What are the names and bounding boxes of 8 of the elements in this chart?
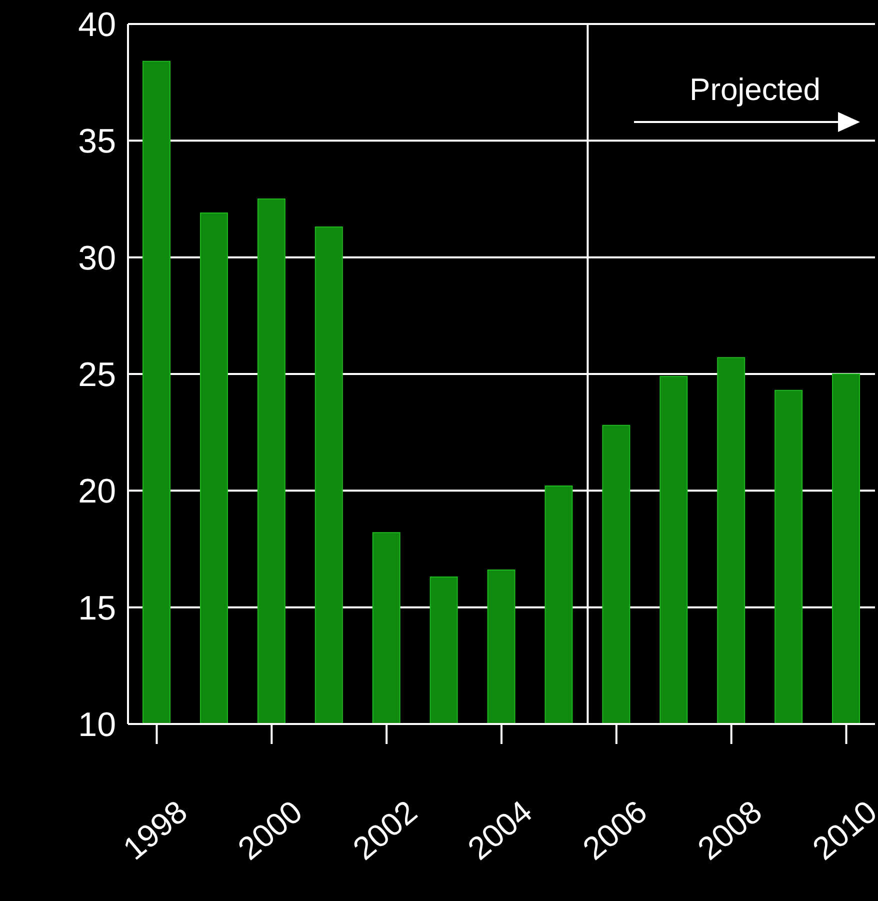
y-tick-label: 30 (78, 239, 116, 278)
y-tick-label: 25 (78, 356, 116, 394)
y-tick-label: 35 (78, 122, 116, 161)
annotation: Projected (688, 72, 822, 108)
y-tick-label: 40 (78, 6, 116, 44)
y-tick-label: 10 (78, 706, 116, 744)
y-tick-label: 20 (78, 472, 116, 511)
y-tick-label: 15 (78, 589, 116, 628)
